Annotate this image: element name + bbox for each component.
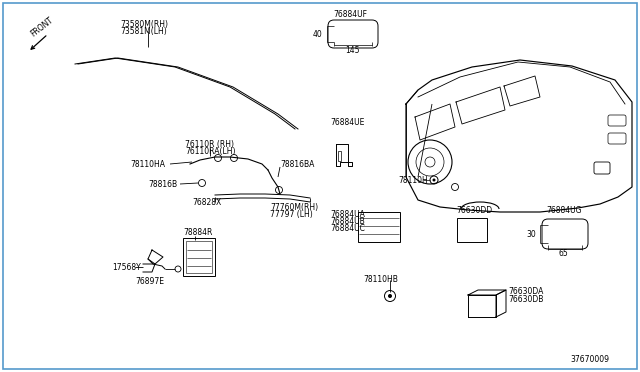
- Bar: [338, 151, 341, 161]
- Text: 76897E: 76897E: [136, 278, 164, 286]
- Text: 76884UG: 76884UG: [546, 205, 582, 215]
- Text: 76884UF: 76884UF: [333, 10, 367, 19]
- Bar: [183, 238, 215, 276]
- Text: 78816B: 78816B: [148, 180, 177, 189]
- Circle shape: [388, 294, 392, 298]
- Text: 76110R (RH): 76110R (RH): [185, 140, 234, 148]
- Text: 76884UB: 76884UB: [330, 217, 365, 225]
- Text: 76884UA: 76884UA: [330, 209, 365, 218]
- Circle shape: [433, 179, 435, 182]
- Text: 78110HB: 78110HB: [363, 276, 398, 285]
- Text: 145: 145: [345, 45, 359, 55]
- Text: 78110H: 78110H: [398, 176, 428, 185]
- Text: 76630DD: 76630DD: [456, 205, 492, 215]
- Text: 76110RA(LH): 76110RA(LH): [185, 147, 236, 155]
- Text: 76884UC: 76884UC: [330, 224, 365, 232]
- Text: 17568Y: 17568Y: [112, 263, 141, 272]
- Text: 77797 (LH): 77797 (LH): [270, 209, 313, 218]
- Text: 78816BA: 78816BA: [280, 160, 314, 169]
- Text: 76630DA: 76630DA: [508, 288, 543, 296]
- Text: 78884R: 78884R: [183, 228, 212, 237]
- Text: 73580M(RH): 73580M(RH): [120, 19, 168, 29]
- Text: 37670009: 37670009: [570, 356, 609, 365]
- Text: 30: 30: [526, 230, 536, 238]
- Text: 76630DB: 76630DB: [508, 295, 543, 304]
- Bar: [358, 212, 400, 242]
- Text: FRONT: FRONT: [28, 16, 54, 39]
- Text: 76884UE: 76884UE: [330, 118, 364, 126]
- Text: 40: 40: [312, 29, 322, 38]
- Text: 65: 65: [558, 250, 568, 259]
- Bar: [186, 241, 212, 273]
- Text: 76828X: 76828X: [192, 198, 221, 206]
- Text: 78110HA: 78110HA: [130, 160, 165, 169]
- Text: 77760M(RH): 77760M(RH): [270, 202, 318, 212]
- Bar: [457, 218, 487, 242]
- Text: 73581M(LH): 73581M(LH): [120, 26, 167, 35]
